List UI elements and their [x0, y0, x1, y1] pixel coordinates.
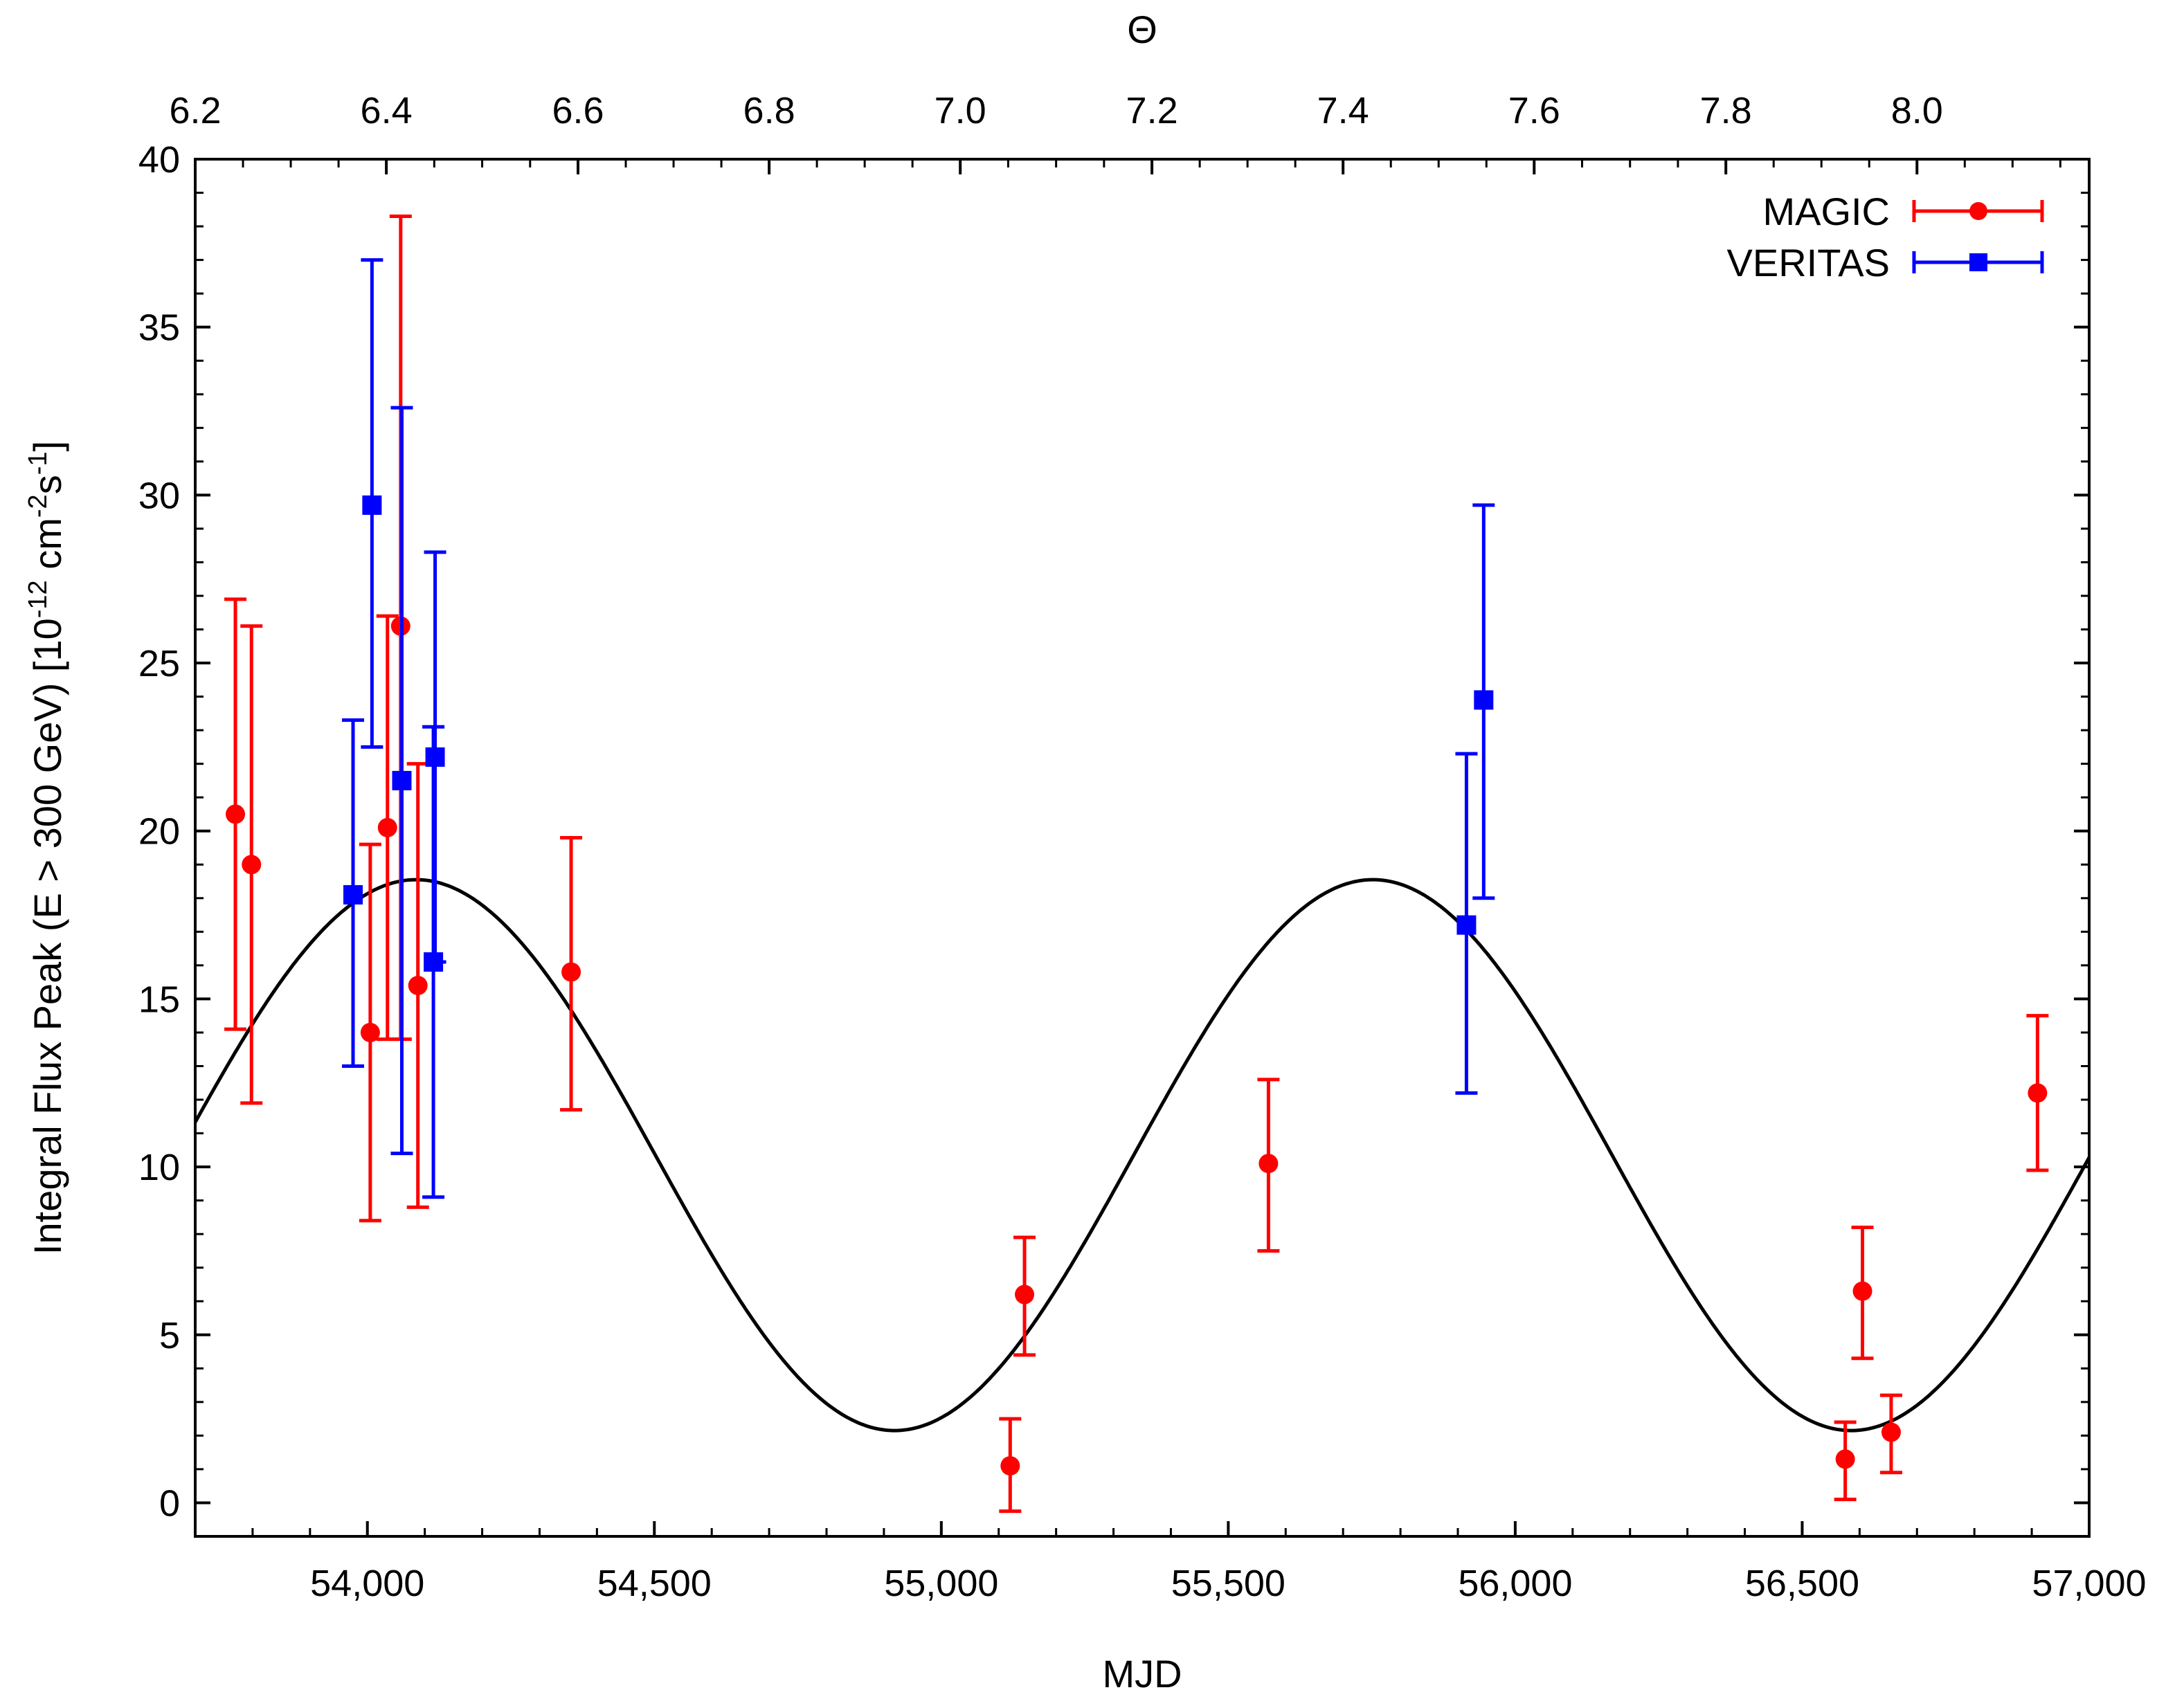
veritas-point — [1474, 690, 1494, 710]
x-tick-label: 56,500 — [1745, 1563, 1859, 1604]
magic-point — [2028, 1083, 2048, 1103]
magic-point — [1000, 1456, 1020, 1476]
top-tick-label: 8.0 — [1891, 90, 1943, 131]
x-tick-label: 56,000 — [1458, 1563, 1572, 1604]
top-tick-label: 6.2 — [169, 90, 221, 131]
magic-point — [408, 976, 428, 995]
legend: MAGIC VERITAS — [1727, 190, 2044, 284]
x-tick-label: 54,000 — [310, 1563, 424, 1604]
y-tick-label: 10 — [138, 1147, 180, 1188]
y-axis-title-main: Integral Flux Peak (E > 300 GeV) [10 — [26, 618, 69, 1255]
top-tick-label: 7.6 — [1508, 90, 1560, 131]
model-curve-layer — [195, 878, 2089, 1433]
veritas-point — [392, 770, 412, 790]
y-axis-title-end: ] — [26, 441, 69, 452]
legend-label-magic: MAGIC — [1762, 190, 1890, 233]
y-tick-label: 20 — [138, 811, 180, 853]
veritas-point — [425, 747, 445, 767]
legend-label-veritas: VERITAS — [1727, 241, 1890, 284]
y-tick-label: 35 — [138, 307, 180, 349]
x-tick-label: 54,500 — [597, 1563, 712, 1604]
magic-point — [377, 817, 397, 837]
veritas-point — [343, 884, 363, 905]
top-tick-label: 7.8 — [1700, 90, 1752, 131]
top-tick-label: 7.0 — [935, 90, 986, 131]
plot-frame — [194, 158, 2091, 1538]
top-tick-label: 6.8 — [743, 90, 795, 131]
magic-point — [1881, 1422, 1901, 1442]
plot-frame-layer — [194, 158, 2091, 1538]
model-curve-line — [195, 878, 2089, 1433]
top-tick-label: 7.2 — [1126, 90, 1178, 131]
ticks-layer: 54,000 54,500 55,000 55,500 56,000 56,500 57,0… — [138, 90, 2147, 1604]
magic-point — [561, 962, 581, 982]
magic-point — [1852, 1281, 1872, 1301]
y-axis-title-exp2: -2 — [24, 494, 53, 518]
magic-point — [1015, 1284, 1035, 1305]
y-axis-title-exp1: -12 — [24, 580, 53, 618]
x-tick-label: 55,500 — [1171, 1563, 1285, 1604]
y-axis-title: Integral Flux Peak (E > 300 GeV) [10-12 … — [24, 441, 69, 1255]
y-tick-label: 0 — [159, 1482, 180, 1524]
magic-point — [1258, 1154, 1279, 1174]
top-tick-label: 6.4 — [361, 90, 413, 131]
y-tick-label: 25 — [138, 643, 180, 684]
y-tick-label: 5 — [159, 1315, 180, 1356]
x-axis-title: MJD — [1102, 1652, 1182, 1696]
y-tick-label: 40 — [138, 139, 180, 181]
legend-symbol-veritas — [1912, 251, 2044, 273]
top-tick-label: 6.6 — [552, 90, 604, 131]
y-axis-title-cm: cm — [26, 518, 69, 580]
magic-point — [1835, 1449, 1855, 1469]
magic-point — [226, 804, 246, 824]
magic-point — [242, 855, 262, 875]
top-axis-title: Θ — [1127, 8, 1157, 51]
y-tick-label: 15 — [138, 979, 180, 1020]
veritas-point — [362, 495, 382, 515]
top-tick-label: 7.4 — [1317, 90, 1369, 131]
data-marks-layer — [224, 215, 2049, 1514]
y-tick-label: 30 — [138, 475, 180, 516]
magic-point — [360, 1022, 380, 1042]
x-tick-label: 57,000 — [2032, 1563, 2146, 1604]
legend-symbol-magic — [1912, 200, 2044, 222]
y-axis-title-exp3: -1 — [24, 452, 53, 475]
x-tick-label: 55,000 — [884, 1563, 998, 1604]
y-axis-title-s: s — [26, 475, 69, 494]
veritas-point — [1456, 915, 1477, 935]
